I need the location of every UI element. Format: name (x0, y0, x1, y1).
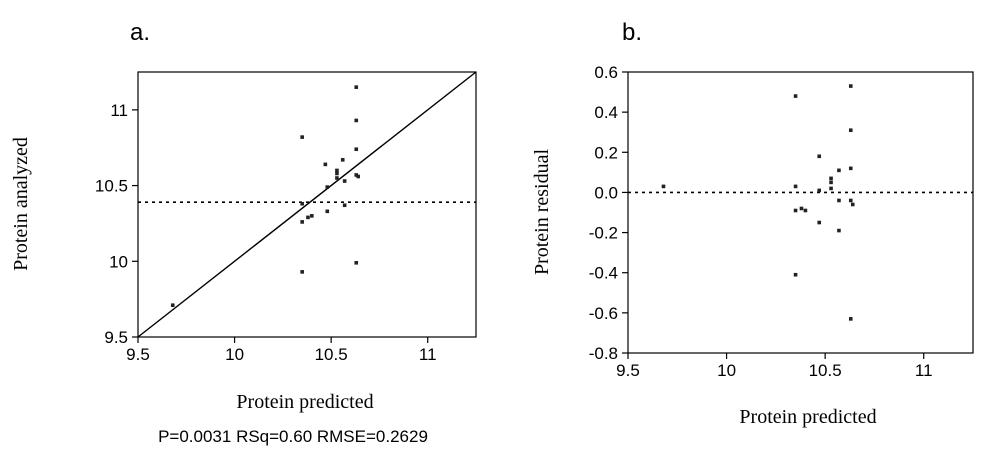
y-tick-label-a: 10.5 (95, 177, 128, 196)
data-point-b (837, 228, 841, 233)
points-a (170, 85, 360, 307)
data-point-a (306, 215, 310, 220)
data-point-a (170, 303, 175, 307)
data-point-b (793, 94, 798, 98)
data-point-a (300, 220, 304, 224)
data-point-b (837, 198, 841, 203)
y-tick-label-b: -0.6 (589, 304, 618, 323)
panel-label-a: a. (130, 19, 150, 46)
data-point-b (803, 208, 808, 213)
data-point-a (310, 214, 314, 218)
y-axis-title-a: Protein analyzed (10, 137, 32, 271)
data-point-a (335, 171, 339, 176)
y-tick-label-b: 0.0 (594, 183, 618, 202)
tick-labels-a: 9.5 10 10.5 11 9.5 10 10.5 11 (95, 101, 437, 364)
data-point-a (342, 179, 347, 183)
data-point-a (354, 173, 359, 177)
data-point-a (335, 176, 339, 180)
data-point-a (323, 162, 328, 167)
panel-a: a. 9.5 10 10.5 11 9.5 10 10.5 11 Protein predic… (10, 19, 477, 446)
data-point-a (356, 174, 360, 179)
data-point-a (325, 209, 330, 214)
panel-b: b. 9.5 10 10.5 11 0.6 0.4 0.2 0.0 -0.2 -0.4 -0.6 -0… (531, 19, 974, 428)
data-point-b (817, 154, 822, 159)
x-tick-label-b: 10.5 (809, 361, 842, 380)
data-point-b (793, 184, 798, 189)
plot-frame-a (137, 71, 477, 338)
data-point-b (850, 202, 855, 207)
data-point-a (300, 270, 304, 274)
x-axis-title-a: Protein predicted (236, 391, 373, 413)
data-point-b (829, 176, 833, 181)
data-point-a (300, 201, 304, 206)
y-tick-label-a: 10 (109, 252, 128, 271)
x-tick-label-b: 10 (717, 361, 736, 380)
y-tick-label-b: -0.8 (589, 344, 618, 363)
data-point-b (793, 208, 798, 213)
points-b (661, 84, 855, 321)
data-point-b (817, 188, 822, 193)
y-tick-label-b: -0.2 (589, 224, 618, 243)
x-axis-title-b: Protein predicted (739, 406, 876, 428)
data-point-b (829, 186, 833, 191)
y-tick-label-b: -0.4 (589, 264, 618, 283)
data-point-a (342, 203, 347, 208)
y-tick-label-a: 9.5 (104, 328, 128, 347)
stats-text: P=0.0031 RSq=0.60 RMSE=0.2629 (158, 427, 428, 446)
y-tick-label-a: 11 (110, 101, 128, 120)
data-point-b (848, 317, 853, 321)
data-point-a (354, 118, 359, 123)
y-tick-label-b: 0.4 (594, 103, 618, 122)
data-point-a (335, 168, 339, 173)
data-point-b (799, 206, 804, 211)
data-point-b (837, 168, 841, 173)
data-point-a (300, 135, 304, 139)
x-tick-label-a: 11 (419, 345, 437, 364)
data-point-a (354, 85, 359, 89)
data-point-b (848, 84, 853, 88)
data-point-b (848, 166, 853, 171)
y-axis-title-b: Protein residual (531, 149, 553, 276)
data-point-b (848, 198, 853, 203)
plot-frame-b (627, 71, 974, 354)
data-point-b (793, 272, 798, 277)
fit-line-a (137, 71, 477, 338)
tick-labels-b: 9.5 10 10.5 11 0.6 0.4 0.2 0.0 -0.2 -0.4 -0.6 -0.8 (589, 63, 933, 380)
x-tick-label-b: 9.5 (616, 361, 640, 380)
data-point-a (340, 158, 345, 162)
data-point-a (325, 185, 330, 189)
data-point-a (354, 147, 359, 152)
y-tick-label-b: 0.6 (594, 63, 618, 82)
x-tick-label-b: 11 (915, 361, 933, 380)
y-tick-label-b: 0.2 (594, 143, 618, 162)
data-point-b (817, 220, 822, 225)
x-tick-label-a: 10 (225, 345, 244, 364)
panel-label-b: b. (622, 19, 642, 46)
data-point-b (829, 180, 833, 185)
data-point-b (661, 184, 666, 189)
data-point-a (354, 261, 359, 265)
x-tick-label-a: 10.5 (315, 345, 348, 364)
x-tick-label-a: 9.5 (126, 345, 150, 364)
data-point-b (848, 128, 853, 133)
